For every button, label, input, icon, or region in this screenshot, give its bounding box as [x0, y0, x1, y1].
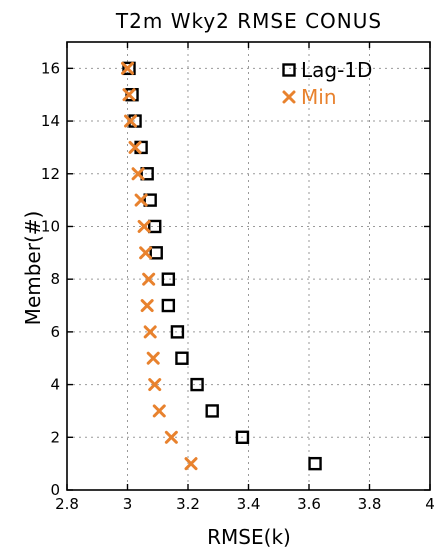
point-lag-1d: [170, 325, 185, 339]
x-tick-label: 3.4: [237, 495, 261, 513]
point-lag-1d: [175, 351, 189, 365]
chart-title: T2m Wky2 RMSE CONUS: [115, 9, 382, 33]
y-tick-label: 16: [41, 59, 60, 77]
point-min: [143, 325, 157, 339]
y-tick-label: 2: [50, 428, 60, 446]
point-lag-1d: [161, 298, 176, 313]
legend-label-lag-1d: Lag-1D: [301, 58, 372, 82]
point-min: [134, 193, 148, 207]
y-axis-label: Member(#): [21, 211, 45, 326]
point-lag-1d: [190, 377, 204, 392]
point-lag-1d: [148, 219, 162, 234]
y-tick-label: 10: [41, 217, 60, 235]
x-tick-label: 3.8: [358, 495, 382, 513]
point-min: [142, 272, 156, 286]
point-lag-1d: [140, 167, 154, 181]
x-axis-label: RMSE(k): [207, 525, 291, 549]
x-tick-label: 2.8: [55, 495, 79, 513]
legend-marker-square: [282, 63, 296, 77]
point-min: [146, 351, 160, 365]
series-layer: [121, 61, 322, 471]
point-min: [184, 457, 198, 471]
legend-label-min: Min: [301, 85, 337, 109]
y-tick-label: 4: [50, 376, 60, 394]
point-lag-1d: [122, 61, 136, 76]
y-tick-label: 6: [50, 323, 60, 341]
point-lag-1d: [143, 193, 157, 207]
point-min: [152, 404, 166, 418]
point-min: [121, 61, 134, 75]
legend-item-lag-1d: Lag-1D: [282, 58, 372, 82]
axis-layer: 2.8 3 3.2 3.4 3.6 3.8 4 0 2 4 6 8 10 12 14 16: [41, 41, 435, 513]
x-tick-label: 4: [425, 495, 435, 513]
point-min: [148, 378, 162, 392]
series-min: [121, 61, 198, 471]
y-tick-label: 0: [50, 481, 60, 499]
point-lag-1d: [205, 404, 219, 418]
y-tick-label: 14: [41, 112, 60, 130]
point-lag-1d: [125, 88, 139, 102]
point-min: [122, 88, 136, 102]
legend-item-min: Min: [282, 85, 337, 109]
point-min: [131, 167, 145, 181]
legend-marker-x: [282, 90, 296, 104]
x-tick-label: 3: [123, 495, 133, 513]
point-min: [137, 219, 151, 233]
point-lag-1d: [308, 456, 322, 471]
x-tick-label: 3.6: [297, 495, 321, 513]
legend: Lag-1D Min: [282, 58, 372, 109]
y-tick-label: 12: [41, 165, 60, 183]
point-lag-1d: [149, 246, 163, 260]
point-min: [139, 246, 153, 260]
point-min: [128, 140, 142, 154]
point-min: [140, 299, 154, 313]
y-tick-label: 8: [50, 270, 60, 288]
point-min: [164, 430, 178, 444]
point-lag-1d: [161, 272, 176, 286]
point-min: [124, 114, 138, 128]
x-tick-label: 3.2: [176, 495, 200, 513]
point-lag-1d: [235, 430, 250, 444]
